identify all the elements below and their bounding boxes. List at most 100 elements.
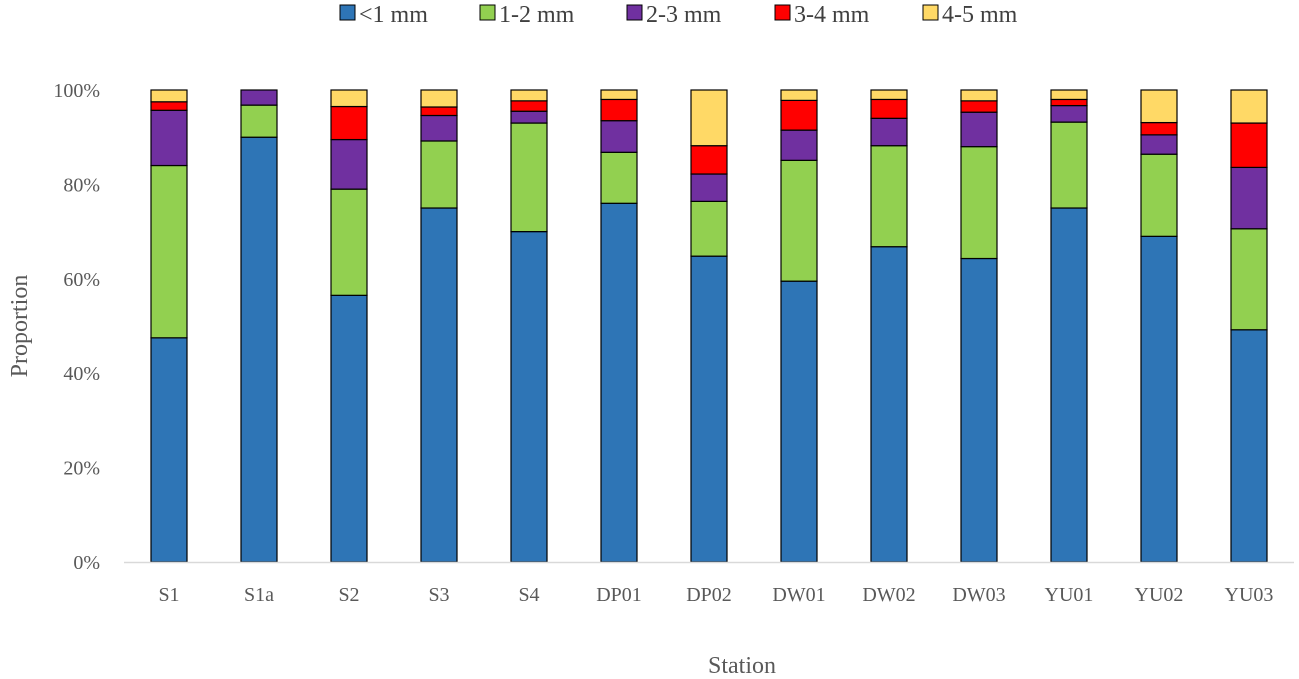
legend-swatch bbox=[479, 4, 496, 21]
bar-segment bbox=[510, 231, 548, 563]
bar-segment bbox=[420, 207, 458, 563]
bar-segment bbox=[1050, 104, 1088, 123]
x-tick-label: DW03 bbox=[952, 584, 1005, 606]
y-tick-label: 40% bbox=[63, 363, 100, 385]
bar-segment bbox=[1230, 228, 1268, 331]
x-tick-label: S1a bbox=[244, 584, 274, 606]
legend-label: 1-2 mm bbox=[499, 2, 575, 28]
x-tick-label: YU03 bbox=[1225, 584, 1274, 606]
bar-segment bbox=[510, 100, 548, 112]
bar-segment bbox=[1050, 121, 1088, 209]
bar-segment bbox=[960, 111, 998, 148]
bar-stack-s4 bbox=[510, 89, 548, 563]
bar-segment bbox=[330, 294, 368, 563]
x-axis-ticks: S1 S1a S2 S3 S4 DP01 DP02 DW01 DW02 DW03 YU01 YU02 Y… bbox=[158, 584, 1273, 606]
bar-stack-s1 bbox=[150, 89, 188, 563]
y-tick-label: 20% bbox=[63, 458, 100, 480]
bar-stack-s2 bbox=[330, 89, 368, 563]
bar-segment bbox=[870, 89, 908, 101]
legend-swatch bbox=[922, 4, 939, 21]
bar-segment bbox=[420, 140, 458, 209]
x-tick-label: YU02 bbox=[1135, 584, 1184, 606]
bar-stack-yu01 bbox=[1050, 89, 1088, 563]
bar-segment bbox=[240, 104, 278, 138]
legend-swatch bbox=[339, 4, 356, 21]
bar-segment bbox=[600, 202, 638, 563]
legend-label: 3-4 mm bbox=[794, 2, 870, 28]
bar-segment bbox=[150, 164, 188, 339]
bar-stack-dw03 bbox=[960, 89, 998, 563]
bar-segment bbox=[1230, 166, 1268, 230]
legend-label: 4-5 mm bbox=[942, 2, 1018, 28]
y-tick-label: 100% bbox=[53, 80, 100, 102]
bar-segment bbox=[690, 89, 728, 147]
bar-segment bbox=[870, 98, 908, 119]
y-axis-title: Proportion bbox=[7, 275, 33, 378]
y-tick-label: 0% bbox=[73, 552, 100, 574]
bar-segment bbox=[1230, 122, 1268, 169]
bar-segment bbox=[870, 117, 908, 147]
bar-segment bbox=[1230, 89, 1268, 124]
bar-segment bbox=[600, 151, 638, 204]
y-tick-label: 60% bbox=[63, 269, 100, 291]
bar-segment bbox=[780, 99, 818, 131]
bar-segment bbox=[1140, 153, 1178, 237]
bar-segment bbox=[870, 246, 908, 563]
bar-stack-yu03 bbox=[1230, 89, 1268, 563]
bar-stack-dp02 bbox=[690, 89, 728, 563]
x-tick-label: S4 bbox=[518, 584, 539, 606]
bar-segment bbox=[780, 159, 818, 282]
y-axis-ticks: 0% 20% 40% 60% 80% 100% bbox=[53, 80, 100, 574]
bar-segment bbox=[510, 122, 548, 233]
bar-segment bbox=[1050, 98, 1088, 107]
bar-segment bbox=[240, 89, 278, 106]
bar-stack-s3 bbox=[420, 89, 458, 563]
legend-swatch bbox=[774, 4, 791, 21]
x-tick-label: S3 bbox=[428, 584, 449, 606]
legend: <1 mm 1-2 mm 2-3 mm 3-4 mm 4-5 mm bbox=[339, 2, 1018, 28]
bar-stack-dw02 bbox=[870, 89, 908, 563]
bar-segment bbox=[1140, 134, 1178, 155]
bar-segment bbox=[240, 136, 278, 563]
x-tick-label: DW01 bbox=[772, 584, 825, 606]
bar-segment bbox=[420, 106, 458, 117]
y-tick-label: 80% bbox=[63, 174, 100, 196]
x-axis-title: Station bbox=[708, 653, 776, 679]
bar-segment bbox=[780, 280, 818, 563]
bar-segment bbox=[1230, 329, 1268, 563]
bar-segment bbox=[690, 145, 728, 175]
bar-stack-dw01 bbox=[780, 89, 818, 563]
bar-segment bbox=[150, 109, 188, 167]
bar-segment bbox=[690, 173, 728, 202]
bar-segment bbox=[1140, 121, 1178, 136]
bar-segment bbox=[1050, 89, 1088, 101]
x-tick-label: DP01 bbox=[596, 584, 642, 606]
bar-segment bbox=[690, 255, 728, 563]
bar-segment bbox=[420, 89, 458, 108]
bar-segment bbox=[150, 337, 188, 563]
bar-segment bbox=[1140, 89, 1178, 124]
legend-item: 2-3 mm bbox=[626, 2, 722, 28]
bar-segment bbox=[600, 98, 638, 122]
x-tick-label: YU01 bbox=[1045, 584, 1094, 606]
x-tick-label: DP02 bbox=[686, 584, 732, 606]
bar-segment bbox=[960, 146, 998, 260]
bar-segment bbox=[960, 257, 998, 563]
bar-segment bbox=[780, 89, 818, 101]
legend-item: 1-2 mm bbox=[479, 2, 575, 28]
bar-segment bbox=[960, 100, 998, 113]
bar-segment bbox=[510, 89, 548, 102]
legend-item: 4-5 mm bbox=[922, 2, 1018, 28]
bar-segment bbox=[1140, 235, 1178, 563]
bar-segment bbox=[420, 114, 458, 142]
bar-segment bbox=[150, 89, 188, 103]
bar-segment bbox=[780, 129, 818, 161]
legend-item: 3-4 mm bbox=[774, 2, 870, 28]
bar-segment bbox=[510, 110, 548, 124]
bar-stack-yu02 bbox=[1140, 89, 1178, 563]
bar-segment bbox=[870, 145, 908, 248]
legend-label: <1 mm bbox=[359, 2, 428, 28]
bar-segment bbox=[600, 89, 638, 101]
bar-segment bbox=[330, 188, 368, 296]
